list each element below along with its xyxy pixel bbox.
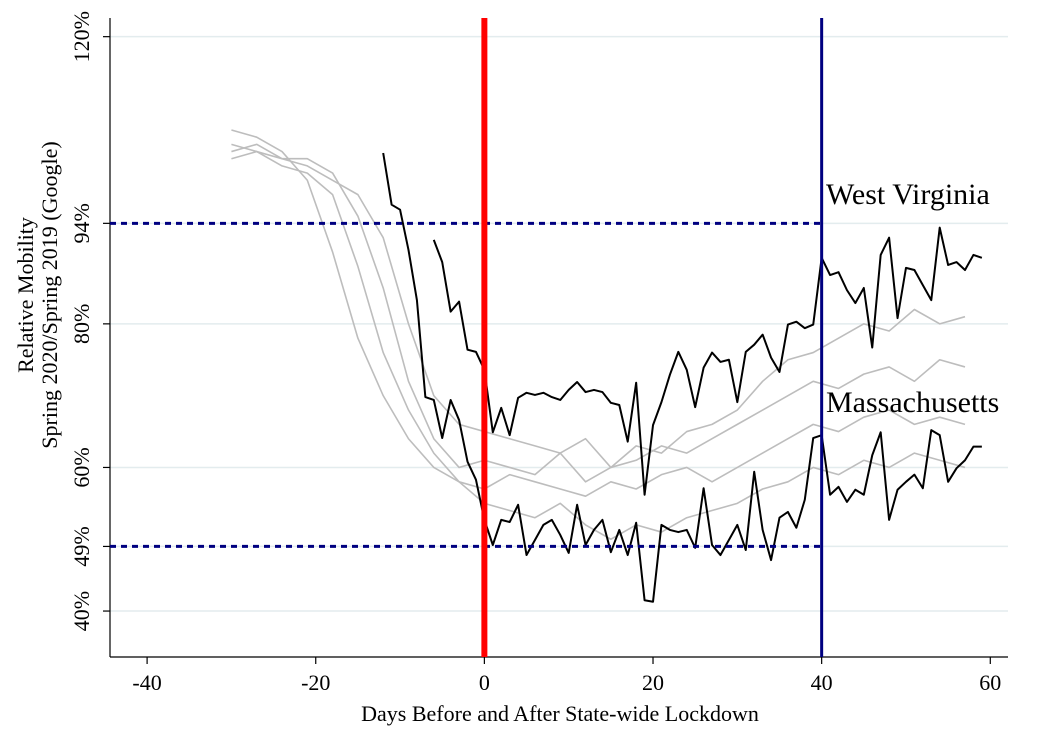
series-label: West Virginia <box>826 178 990 211</box>
highlight-line <box>432 226 983 496</box>
x-axis-label: Days Before and After State-wide Lockdow… <box>361 701 759 726</box>
y-tick-label: 49% <box>69 526 94 566</box>
x-tick-label: -20 <box>301 670 330 695</box>
state-line <box>231 143 966 541</box>
state-line <box>231 143 966 483</box>
y-tick-label: 80% <box>69 304 94 344</box>
state-line <box>231 150 966 469</box>
x-tick-label: 60 <box>979 670 1001 695</box>
highlight-line <box>382 152 982 603</box>
y-axis-label: Relative Mobility <box>13 217 38 373</box>
series-label: Massachusetts <box>826 386 999 419</box>
state-line <box>231 129 966 497</box>
x-tick-label: 0 <box>479 670 490 695</box>
y-tick-label: 94% <box>69 203 94 243</box>
y-tick-label: 60% <box>69 447 94 487</box>
y-tick-label: 120% <box>69 11 94 62</box>
x-tick-label: 20 <box>642 670 664 695</box>
y-tick-label: 40% <box>69 591 94 631</box>
x-tick-label: 40 <box>811 670 833 695</box>
x-tick-label: -40 <box>132 670 161 695</box>
y-axis-label: Spring 2020/Spring 2019 (Google) <box>37 141 62 448</box>
